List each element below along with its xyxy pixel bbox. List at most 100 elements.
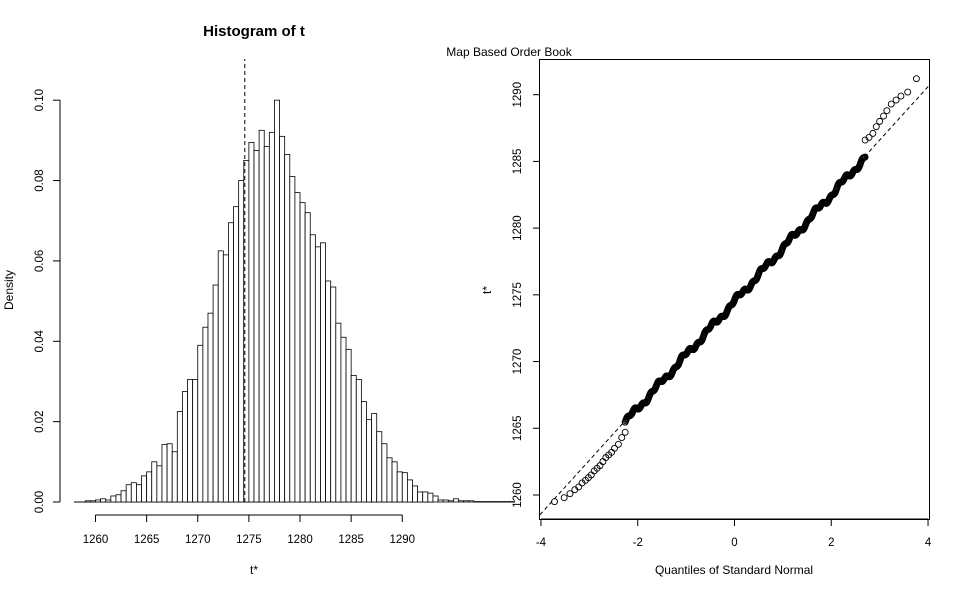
histogram-y-axis-label: Density — [2, 270, 16, 310]
histogram-bar — [182, 391, 188, 503]
qq-x-tick-label: -2 — [633, 537, 643, 549]
histogram-bar — [381, 443, 388, 503]
histogram-bar — [376, 431, 383, 503]
qq-point — [566, 490, 574, 498]
qq-x-tick-label: 2 — [828, 537, 834, 549]
histogram-bar — [468, 500, 475, 503]
histogram-bar — [274, 99, 280, 503]
histogram-bar — [483, 501, 490, 503]
qq-axes: -4 -2 0 2 4 1260 1265 1270 1275 1280 1285 1290 — [512, 82, 932, 549]
histogram-bar — [192, 379, 199, 503]
histogram-bar — [473, 501, 480, 503]
histogram-bar — [212, 284, 219, 503]
qq-x-tick-label: 4 — [925, 537, 932, 549]
histogram-bar — [222, 254, 229, 503]
histogram-bar — [289, 176, 296, 503]
qq-y-axis-label: t* — [480, 286, 494, 294]
qq-point — [872, 123, 880, 131]
histogram-y-tick-label: 0.08 — [34, 169, 46, 191]
histogram-bar — [478, 501, 485, 503]
histogram-bar — [238, 180, 245, 503]
histogram-bar — [345, 348, 352, 503]
histogram-x-tick-label: 1270 — [185, 534, 211, 546]
histogram-y-tick-label: 0.06 — [34, 250, 46, 272]
histogram-title: Histogram of t — [203, 23, 305, 40]
histogram-bar — [187, 379, 194, 503]
histogram-bar — [488, 501, 495, 503]
histogram-bar — [130, 482, 137, 503]
qq-point — [599, 458, 607, 466]
qq-y-tick-label: 1270 — [512, 349, 524, 375]
qq-point — [892, 96, 900, 104]
histogram-bar — [228, 222, 234, 503]
qq-x-tick-label: -4 — [536, 537, 547, 549]
histogram-bar — [161, 444, 168, 503]
histogram-x-tick-label: 1275 — [236, 534, 262, 546]
histogram-bar — [355, 379, 362, 503]
histogram-bar — [406, 479, 413, 503]
histogram-bar — [207, 312, 214, 503]
qq-point — [869, 129, 877, 137]
histogram-bar — [258, 129, 265, 503]
qq-point — [861, 153, 869, 161]
histogram-bar — [447, 500, 454, 503]
histogram-bar — [396, 471, 403, 503]
histogram-bar — [197, 344, 204, 503]
histogram-bar — [442, 499, 449, 503]
histogram-bar — [391, 461, 398, 503]
histogram-bar — [386, 457, 393, 503]
histogram-x-tick-label: 1280 — [287, 534, 313, 546]
histogram-bar — [294, 192, 301, 503]
histogram-x-tick-label: 1285 — [338, 534, 364, 546]
qq-y-tick-label: 1265 — [512, 415, 524, 441]
histogram-bar — [176, 411, 183, 503]
histogram-bar — [304, 212, 311, 503]
histogram-bar — [401, 472, 408, 503]
histogram-bar — [371, 413, 378, 503]
histogram-bar — [330, 286, 337, 503]
histogram-bar — [202, 326, 209, 503]
histogram-bar — [253, 150, 260, 503]
histogram-panel: Histogram of t 1260 1265 1270 1275 1280 1285 1… — [2, 23, 516, 577]
qq-subtitle: Map Based Order Book — [446, 45, 572, 59]
qq-y-tick-label: 1280 — [512, 215, 524, 241]
histogram-bar — [432, 495, 439, 503]
histogram-bar — [458, 500, 465, 503]
histogram-x-tick-label: 1265 — [134, 534, 160, 546]
qq-point — [618, 434, 626, 442]
histogram-bar — [335, 322, 342, 503]
qq-y-tick-label: 1285 — [512, 149, 524, 175]
histogram-y-tick-label: 0.04 — [34, 329, 46, 352]
qq-points — [551, 75, 920, 506]
qq-point — [865, 133, 873, 141]
qq-y-tick-label: 1275 — [512, 282, 524, 308]
histogram-bar — [84, 500, 91, 503]
histogram-bar — [309, 234, 316, 503]
histogram-bar — [233, 206, 240, 503]
qq-point — [904, 88, 912, 96]
histogram-bar — [422, 491, 429, 503]
histogram-bar — [463, 500, 470, 503]
histogram-bar — [95, 499, 102, 503]
histogram-bar — [110, 495, 117, 503]
histogram-bar — [453, 498, 459, 503]
histogram-bar — [493, 501, 500, 503]
qq-panel: Map Based Order Book -4 -2 0 2 4 1260 1265 1270… — [446, 45, 932, 577]
histogram-axes: 1260 1265 1270 1275 1280 1285 1290 0.00 0.02 0.04… — [34, 89, 415, 546]
histogram-bar — [120, 490, 127, 503]
histogram-bar — [360, 401, 367, 503]
qq-point — [575, 483, 583, 491]
histogram-bar — [417, 491, 424, 503]
histogram-bar — [340, 336, 347, 503]
histogram-bar — [268, 131, 275, 503]
histogram-bar — [248, 141, 255, 503]
histogram-bar — [279, 135, 286, 503]
histogram-bar — [499, 501, 505, 503]
qq-x-axis-label: Quantiles of Standard Normal — [655, 563, 813, 577]
histogram-bar — [437, 499, 444, 503]
histogram-bar — [141, 475, 148, 503]
qq-point — [560, 494, 568, 502]
qq-point — [880, 112, 887, 120]
histogram-bar — [217, 250, 224, 503]
qq-point — [912, 75, 920, 83]
